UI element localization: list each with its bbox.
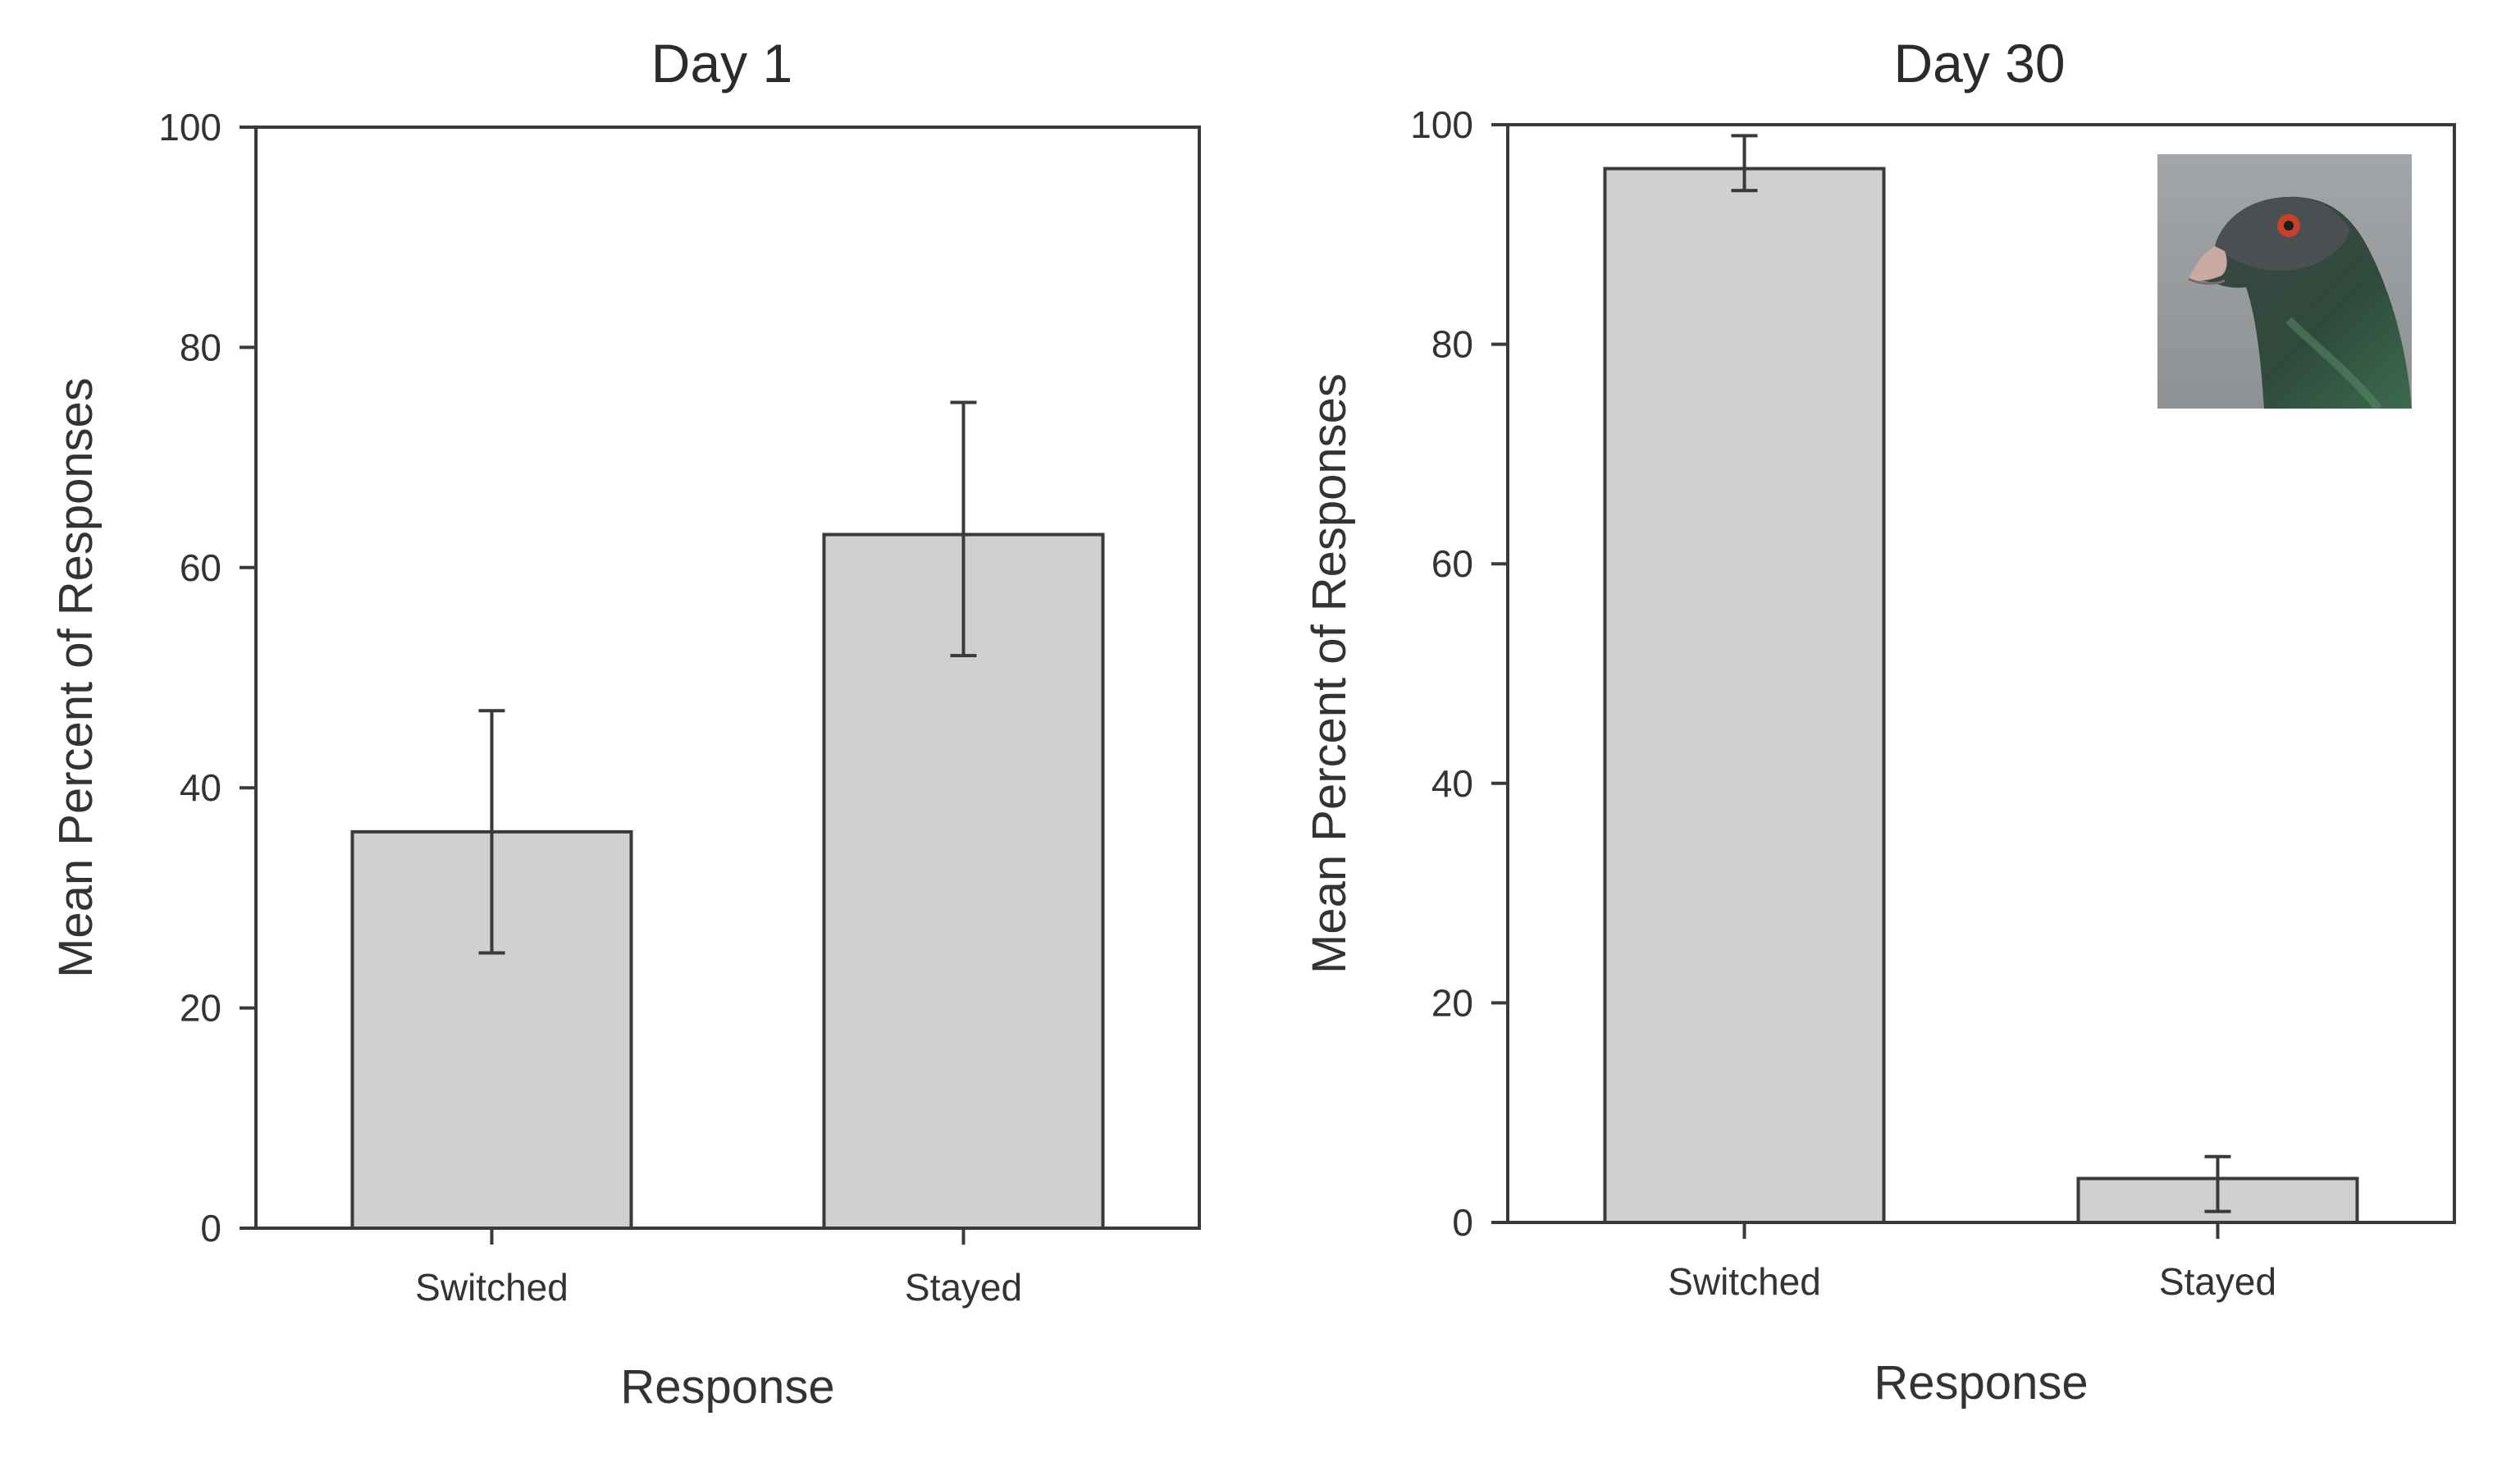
y-tick-label: 60 (180, 546, 221, 589)
y-tick-label: 80 (180, 326, 221, 368)
x-tick-label: Switched (415, 1266, 568, 1309)
y-tick-label: 40 (1431, 762, 1473, 805)
y-tick-label: 20 (180, 987, 221, 1030)
y-tick-label: 40 (180, 766, 221, 809)
x-tick-label: Stayed (2159, 1260, 2276, 1303)
error-bar-stayed (2204, 1154, 2231, 1213)
x-axis-label: Response (620, 1360, 834, 1414)
chart-panel-day-30: Day 30 0 20 40 60 80 100 Switched Stayed Response… (1303, 33, 2456, 1409)
y-tick-label: 100 (1410, 103, 1473, 146)
pigeon-photo-icon (2157, 154, 2412, 409)
bar-switched (1603, 167, 1886, 1224)
y-tick-label: 100 (158, 106, 221, 148)
plot-frame (1506, 123, 2456, 1224)
y-tick-label: 80 (1431, 323, 1473, 366)
error-bar-switched (478, 709, 505, 955)
error-bar-stayed (950, 400, 977, 658)
x-tick-label: Switched (1668, 1260, 1821, 1303)
plot-frame (254, 126, 1201, 1230)
error-bar-switched (1731, 134, 1758, 193)
y-tick-label: 20 (1431, 981, 1473, 1024)
chart-panel-day-1: Day 1 0 20 40 60 80 100 Switched Stayed Response M… (49, 33, 1201, 1414)
y-tick-label: 60 (1431, 542, 1473, 585)
chart-title: Day 1 (651, 33, 792, 94)
y-tick-label: 0 (200, 1207, 221, 1250)
y-axis-label: Mean Percent of Responses (1303, 373, 1356, 974)
chart-title: Day 30 (1893, 33, 2065, 94)
y-axis-label: Mean Percent of Responses (49, 377, 103, 978)
x-tick-label: Stayed (905, 1266, 1022, 1309)
x-axis-label: Response (1874, 1356, 2088, 1409)
y-tick-label: 0 (1452, 1201, 1473, 1244)
